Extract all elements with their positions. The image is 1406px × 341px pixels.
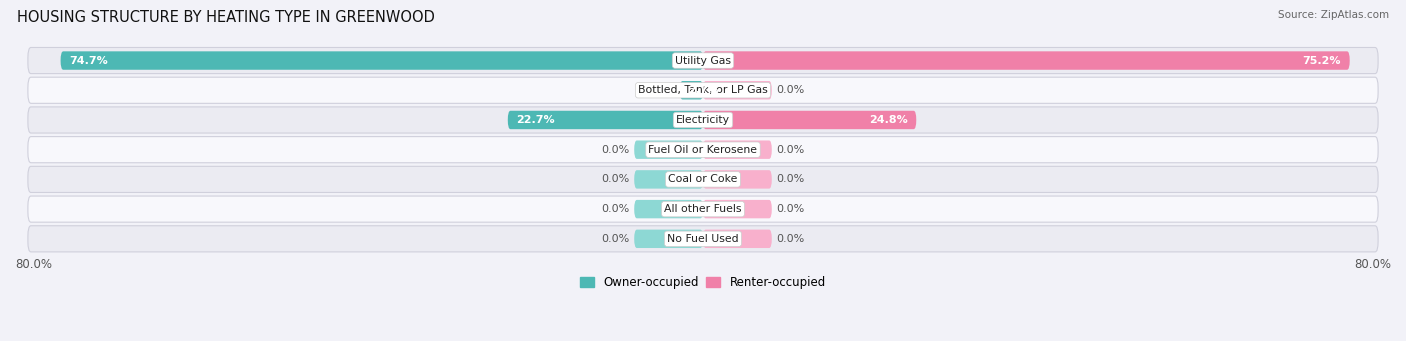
Text: All other Fuels: All other Fuels bbox=[664, 204, 742, 214]
FancyBboxPatch shape bbox=[508, 111, 703, 129]
Text: HOUSING STRUCTURE BY HEATING TYPE IN GREENWOOD: HOUSING STRUCTURE BY HEATING TYPE IN GRE… bbox=[17, 10, 434, 25]
FancyBboxPatch shape bbox=[634, 229, 703, 248]
Text: Electricity: Electricity bbox=[676, 115, 730, 125]
FancyBboxPatch shape bbox=[703, 111, 917, 129]
FancyBboxPatch shape bbox=[703, 81, 772, 100]
FancyBboxPatch shape bbox=[60, 51, 703, 70]
Text: 0.0%: 0.0% bbox=[776, 234, 804, 244]
Text: No Fuel Used: No Fuel Used bbox=[668, 234, 738, 244]
Text: 0.0%: 0.0% bbox=[776, 85, 804, 95]
FancyBboxPatch shape bbox=[28, 77, 1378, 103]
Text: Coal or Coke: Coal or Coke bbox=[668, 174, 738, 184]
FancyBboxPatch shape bbox=[634, 140, 703, 159]
FancyBboxPatch shape bbox=[28, 47, 1378, 74]
Text: Fuel Oil or Kerosene: Fuel Oil or Kerosene bbox=[648, 145, 758, 155]
Text: 0.0%: 0.0% bbox=[776, 174, 804, 184]
Text: 24.8%: 24.8% bbox=[869, 115, 908, 125]
Text: 22.7%: 22.7% bbox=[516, 115, 555, 125]
FancyBboxPatch shape bbox=[679, 81, 703, 100]
Text: 0.0%: 0.0% bbox=[776, 145, 804, 155]
Text: 80.0%: 80.0% bbox=[1354, 258, 1391, 271]
Text: 0.0%: 0.0% bbox=[602, 145, 630, 155]
FancyBboxPatch shape bbox=[703, 140, 772, 159]
Text: Source: ZipAtlas.com: Source: ZipAtlas.com bbox=[1278, 10, 1389, 20]
Text: 74.7%: 74.7% bbox=[69, 56, 108, 65]
FancyBboxPatch shape bbox=[634, 200, 703, 218]
FancyBboxPatch shape bbox=[28, 226, 1378, 252]
Text: Utility Gas: Utility Gas bbox=[675, 56, 731, 65]
Text: 2.7%: 2.7% bbox=[689, 85, 720, 95]
FancyBboxPatch shape bbox=[28, 166, 1378, 192]
FancyBboxPatch shape bbox=[28, 107, 1378, 133]
FancyBboxPatch shape bbox=[28, 137, 1378, 163]
Text: 0.0%: 0.0% bbox=[776, 204, 804, 214]
FancyBboxPatch shape bbox=[703, 51, 1350, 70]
Legend: Owner-occupied, Renter-occupied: Owner-occupied, Renter-occupied bbox=[575, 271, 831, 294]
Text: 0.0%: 0.0% bbox=[602, 174, 630, 184]
Text: 0.0%: 0.0% bbox=[602, 234, 630, 244]
Text: Bottled, Tank, or LP Gas: Bottled, Tank, or LP Gas bbox=[638, 85, 768, 95]
FancyBboxPatch shape bbox=[703, 229, 772, 248]
FancyBboxPatch shape bbox=[28, 196, 1378, 222]
Text: 0.0%: 0.0% bbox=[602, 204, 630, 214]
FancyBboxPatch shape bbox=[703, 200, 772, 218]
FancyBboxPatch shape bbox=[634, 170, 703, 189]
Text: 75.2%: 75.2% bbox=[1302, 56, 1341, 65]
FancyBboxPatch shape bbox=[703, 170, 772, 189]
Text: 80.0%: 80.0% bbox=[15, 258, 52, 271]
